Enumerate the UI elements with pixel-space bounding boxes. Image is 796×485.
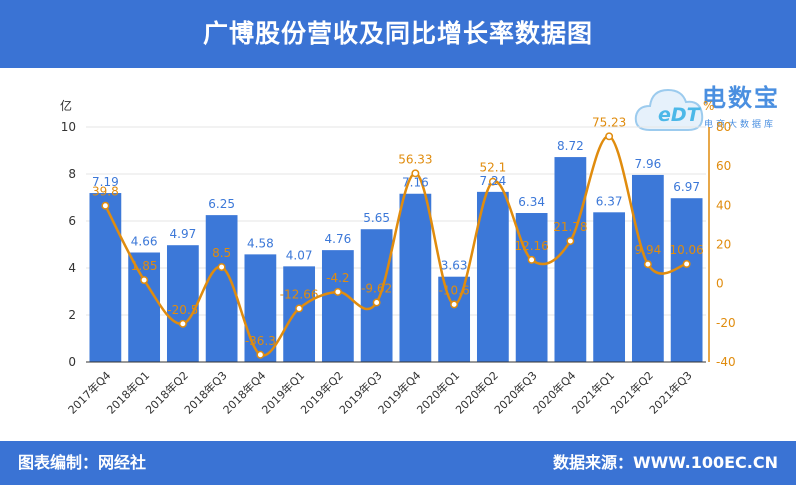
line-point — [178, 319, 187, 328]
y-left-tick-label: 6 — [68, 214, 76, 228]
bar-value-label: 6.97 — [673, 180, 700, 194]
line-series — [101, 132, 691, 359]
y-right-tick-label: 60 — [716, 159, 731, 173]
y-right-tick-label: -40 — [716, 355, 736, 369]
bar-value-label: 4.76 — [325, 232, 352, 246]
line-point — [372, 298, 381, 307]
bar-value-label: 8.72 — [557, 139, 584, 153]
bar-value-label: 4.97 — [170, 227, 197, 241]
line-point — [643, 260, 652, 269]
y-left-tick-label: 0 — [68, 355, 76, 369]
line-value-label: 8.5 — [212, 246, 231, 260]
line-value-label: 39.8 — [92, 185, 119, 199]
bar-value-label: 4.58 — [247, 236, 274, 250]
bar — [476, 191, 509, 362]
bar — [321, 250, 354, 362]
line-value-label: -12.66 — [280, 287, 319, 301]
y-right-tick-label: 40 — [716, 198, 731, 212]
bar — [205, 215, 238, 362]
bar-series — [89, 157, 703, 362]
bar — [399, 193, 432, 362]
bar — [554, 157, 587, 362]
bar — [283, 266, 316, 362]
x-tick-label: 2021年Q3 — [646, 368, 695, 417]
y-left-tick-label: 2 — [68, 308, 76, 322]
line-point — [411, 169, 420, 178]
y-right-tick-label: 80 — [716, 120, 731, 134]
line-point — [450, 300, 459, 309]
line-value-label: -9.62 — [361, 282, 392, 296]
y-left-unit: 亿 — [60, 98, 72, 113]
chart-title: 广博股份营收及同比增长率数据图 — [202, 19, 593, 48]
bar-value-label: 7.24 — [480, 174, 507, 188]
bar — [89, 193, 122, 362]
bar — [360, 229, 393, 362]
bar — [593, 212, 626, 362]
line-value-label: -10.6 — [439, 283, 470, 297]
y-right-tick-label: -20 — [716, 316, 736, 330]
line-point — [605, 132, 614, 141]
y-right-tick-label: 0 — [716, 277, 724, 291]
line-value-label: -36.3 — [245, 334, 276, 348]
line-point — [333, 287, 342, 296]
data-labels: 7.19 4.66 4.97 6.25 4.58 4.07 4.76 5.65 7.16 3.63… — [92, 115, 704, 347]
logo-cloud-icon — [634, 88, 704, 131]
bar — [244, 254, 277, 362]
bar — [631, 174, 664, 362]
line-value-label: 75.23 — [592, 115, 626, 129]
bar — [166, 245, 199, 362]
line-point — [140, 276, 149, 284]
line-value-label: 12.16 — [514, 239, 548, 253]
combo-chart: 0246810亿-40-20020406080%2017年Q42018年Q120… — [60, 98, 736, 417]
bar-value-label: 7.19 — [92, 175, 119, 189]
line-point — [295, 304, 304, 313]
line-point — [256, 350, 265, 359]
line-value-label: 9.94 — [635, 243, 662, 257]
line-value-label: 52.1 — [480, 161, 507, 175]
line-point — [566, 237, 575, 245]
bar — [128, 252, 161, 362]
bar-value-label: 7.96 — [635, 157, 662, 171]
line-point — [217, 263, 226, 271]
line-point — [527, 255, 536, 264]
y-left-tick-label: 8 — [68, 167, 76, 181]
bar — [438, 276, 471, 362]
line-point — [101, 201, 110, 210]
logo-mark: eDT — [658, 104, 700, 126]
line-value-label: 21.78 — [553, 220, 587, 234]
bar — [670, 198, 703, 362]
line-value-label: 10.06 — [669, 243, 703, 257]
logo-title: 电数宝 — [702, 84, 780, 112]
line-value-label: -20.5 — [167, 303, 198, 317]
logo-subtitle: 电商大数据库 — [704, 120, 777, 130]
header-bar: 广博股份营收及同比增长率数据图 — [0, 0, 796, 68]
y-right-tick-label: 20 — [716, 238, 731, 252]
footer-bar: 图表编制：网经社 数据来源：WWW.100EC.CN — [0, 441, 796, 485]
footer-source-compiler: 图表编制：网经社 — [18, 453, 147, 472]
line-point — [682, 260, 691, 268]
y-left-tick-label: 4 — [68, 261, 76, 275]
y-left-tick-label: 10 — [61, 120, 76, 134]
line-value-label: 56.33 — [398, 152, 432, 166]
line-value-label: -4.2 — [326, 271, 349, 285]
bar-value-label: 6.37 — [596, 194, 623, 208]
bar-value-label: 3.63 — [441, 259, 468, 273]
line-point — [488, 177, 497, 186]
bar-value-label: 7.16 — [402, 176, 429, 190]
bar-value-label: 5.65 — [363, 211, 390, 225]
bar-value-label: 6.34 — [518, 195, 545, 209]
footer-data-source: 数据来源：WWW.100EC.CN — [552, 453, 778, 472]
line-value-label: 1.85 — [131, 259, 158, 273]
bar-value-label: 4.07 — [286, 248, 313, 262]
bar-value-label: 6.25 — [208, 197, 235, 211]
y-right-unit: % — [703, 99, 714, 113]
bar-value-label: 4.66 — [131, 234, 158, 248]
